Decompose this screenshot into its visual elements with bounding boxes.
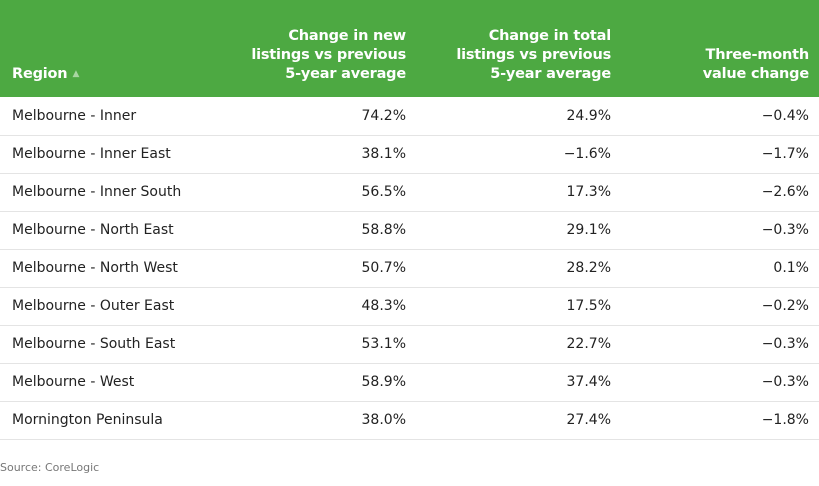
column-header-line: 5-year average [490,66,611,82]
total-listings-cell: 17.5% [416,287,621,326]
column-header-line: 5-year average [285,66,406,82]
column-header-line: Three-month [705,47,810,63]
column-header-line: listings vs previous [456,47,611,63]
region-cell: Melbourne - West [0,363,214,402]
column-header-line: value change [702,66,809,82]
new-listings-cell: 48.3% [214,287,416,326]
value-change-cell: −0.4% [621,97,819,136]
new-listings-cell: 38.1% [214,135,416,174]
region-cell: Melbourne - North East [0,211,214,250]
sort-ascending-icon: ▲ [72,69,80,79]
header-row: Region ▲ Change in new listings vs previo… [0,0,819,97]
column-header-new-listings[interactable]: Change in new listings vs previous 5-yea… [214,0,416,97]
total-listings-cell: 37.4% [416,363,621,402]
value-change-cell: −2.6% [621,173,819,212]
region-listings-table: Region ▲ Change in new listings vs previo… [0,0,819,440]
table-row: Melbourne - Inner South 56.5% 17.3% −2.6… [0,173,819,212]
total-listings-cell: 28.2% [416,249,621,288]
value-change-cell: −1.7% [621,135,819,174]
new-listings-cell: 58.8% [214,211,416,250]
table-row: Melbourne - West 58.9% 37.4% −0.3% [0,363,819,402]
value-change-cell: −1.8% [621,401,819,440]
column-header-label: Region [12,66,68,82]
table-row: Melbourne - South East 53.1% 22.7% −0.3% [0,325,819,364]
region-cell: Melbourne - Outer East [0,287,214,326]
table-row: Melbourne - North East 58.8% 29.1% −0.3% [0,211,819,250]
column-header-value-change[interactable]: Three-month value change [621,0,819,97]
new-listings-cell: 53.1% [214,325,416,364]
region-cell: Melbourne - Inner [0,97,214,136]
value-change-cell: −0.2% [621,287,819,326]
column-header-line: Change in new [288,28,406,44]
total-listings-cell: 24.9% [416,97,621,136]
new-listings-cell: 74.2% [214,97,416,136]
table-header: Region ▲ Change in new listings vs previo… [0,0,819,97]
value-change-cell: −0.3% [621,325,819,364]
column-header-total-listings[interactable]: Change in total listings vs previous 5-y… [416,0,621,97]
region-cell: Melbourne - Inner South [0,173,214,212]
total-listings-cell: 27.4% [416,401,621,440]
table-body: Melbourne - Inner 74.2% 24.9% −0.4% Melb… [0,97,819,440]
table-row: Melbourne - Outer East 48.3% 17.5% −0.2% [0,287,819,326]
value-change-cell: −0.3% [621,363,819,402]
table-row: Melbourne - North West 50.7% 28.2% 0.1% [0,249,819,288]
region-cell: Melbourne - Inner East [0,135,214,174]
new-listings-cell: 38.0% [214,401,416,440]
new-listings-cell: 58.9% [214,363,416,402]
table-row: Melbourne - Inner 74.2% 24.9% −0.4% [0,97,819,136]
new-listings-cell: 50.7% [214,249,416,288]
region-cell: Mornington Peninsula [0,401,214,440]
column-header-line: Change in total [488,28,611,44]
column-header-line: listings vs previous [251,47,406,63]
value-change-cell: 0.1% [621,249,819,288]
total-listings-cell: 17.3% [416,173,621,212]
region-cell: Melbourne - South East [0,325,214,364]
new-listings-cell: 56.5% [214,173,416,212]
table-row: Melbourne - Inner East 38.1% −1.6% −1.7% [0,135,819,174]
column-header-region[interactable]: Region ▲ [0,0,214,97]
table-row: Mornington Peninsula 38.0% 27.4% −1.8% [0,401,819,440]
total-listings-cell: 22.7% [416,325,621,364]
total-listings-cell: −1.6% [416,135,621,174]
total-listings-cell: 29.1% [416,211,621,250]
source-note: Source: CoreLogic [0,461,100,474]
data-table-container: Region ▲ Change in new listings vs previo… [0,0,819,440]
region-cell: Melbourne - North West [0,249,214,288]
value-change-cell: −0.3% [621,211,819,250]
